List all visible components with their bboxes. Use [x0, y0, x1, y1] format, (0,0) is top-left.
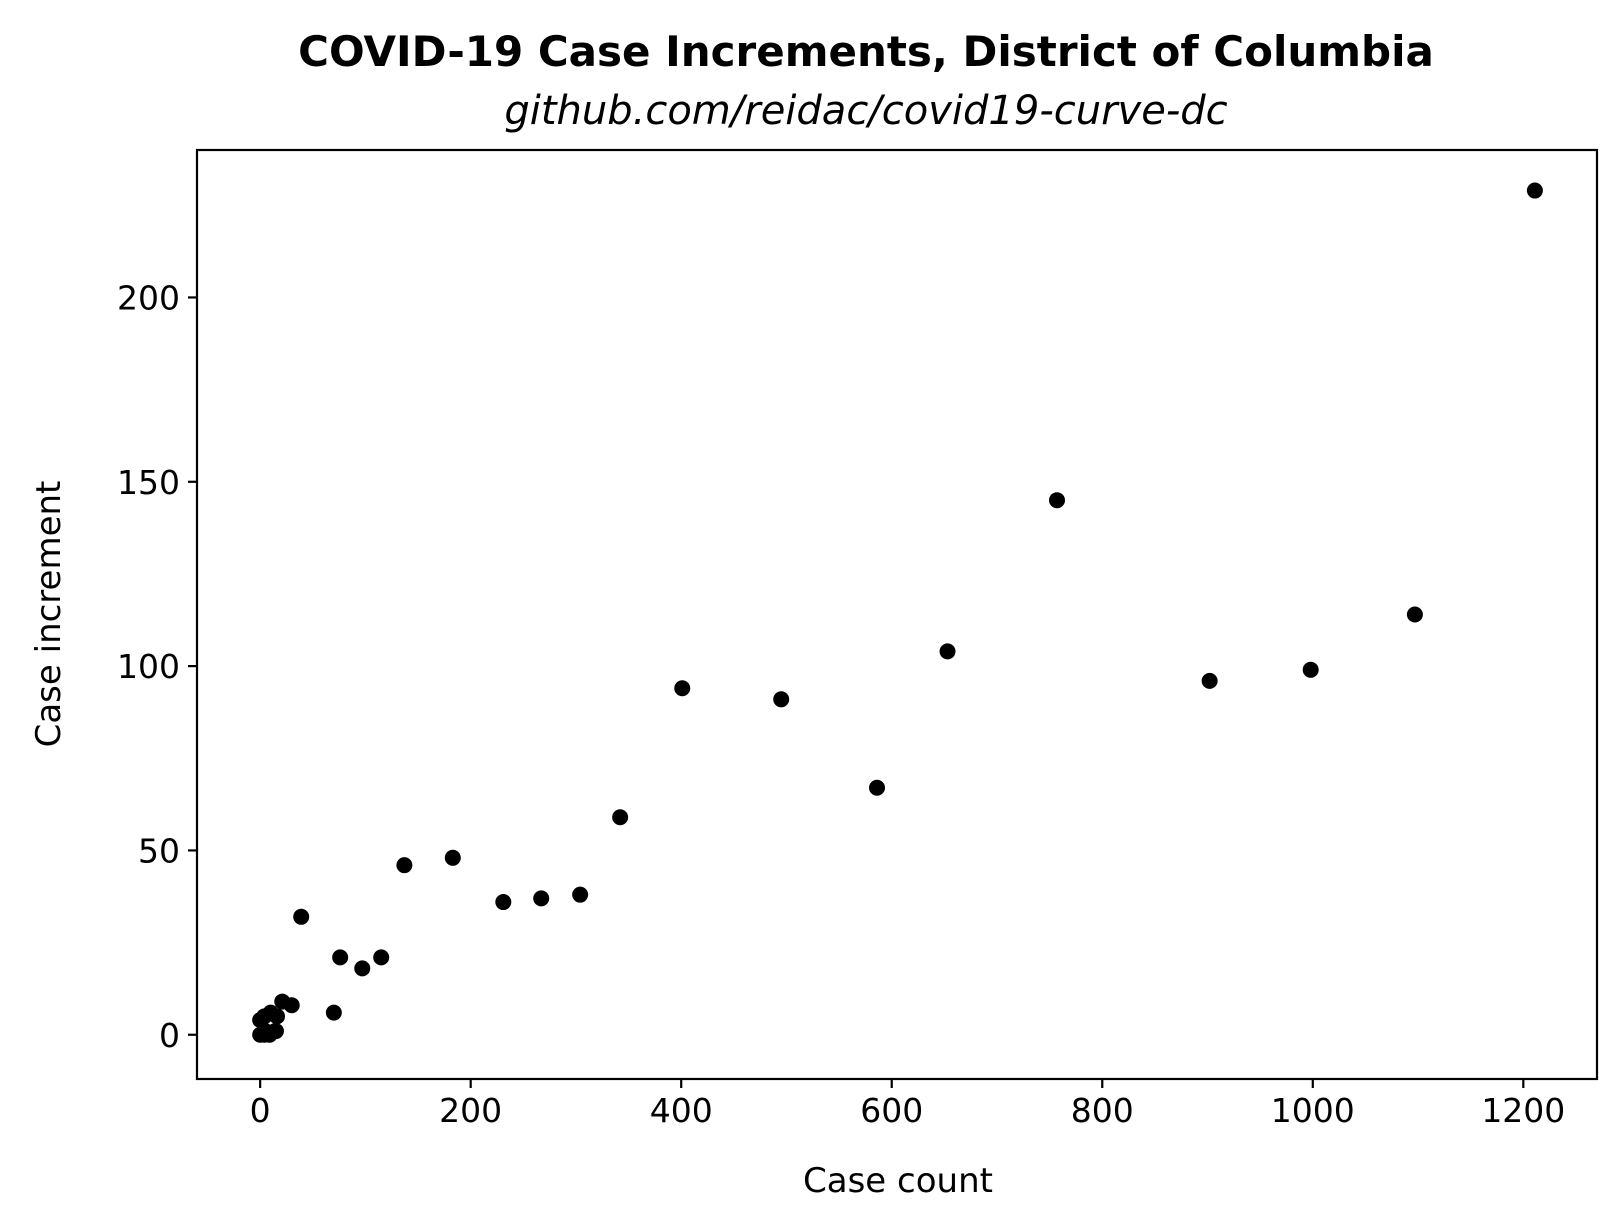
x-tick-label: 1000 [1271, 1091, 1355, 1130]
data-point [293, 908, 310, 925]
x-tick-label: 0 [250, 1091, 271, 1130]
data-point [283, 997, 300, 1014]
x-tick-label: 800 [1071, 1091, 1134, 1130]
data-point [396, 857, 413, 874]
y-tick-label: 100 [117, 647, 180, 686]
x-tick-label: 400 [650, 1091, 713, 1130]
y-tick-label: 50 [138, 831, 180, 870]
chart-subtitle: github.com/reidac/covid19-curve-dc [504, 88, 1227, 134]
plot-frame [195, 148, 1599, 1081]
data-point [269, 1008, 285, 1025]
data-point [325, 1004, 342, 1021]
y-tick-label: 0 [159, 1016, 180, 1055]
y-tick-label: 150 [117, 463, 180, 502]
data-point [869, 779, 885, 796]
data-point [1526, 182, 1543, 199]
data-point [444, 849, 461, 866]
data-point [267, 1023, 284, 1040]
data-point [773, 691, 790, 708]
data-point [332, 949, 349, 966]
data-point [939, 643, 956, 660]
data-point [495, 894, 512, 911]
data-points [252, 182, 1543, 1043]
x-tick-label: 1200 [1481, 1091, 1565, 1130]
data-point [1302, 661, 1319, 678]
y-axis-label: Case increment [29, 481, 69, 748]
data-point [354, 960, 371, 977]
data-point [674, 680, 691, 697]
x-tick-label: 200 [439, 1091, 502, 1130]
y-tick-label: 200 [117, 278, 180, 317]
data-point [1406, 606, 1423, 623]
x-tick-label: 600 [860, 1091, 923, 1130]
data-point [1049, 492, 1065, 509]
data-point [373, 949, 390, 966]
chart-title: COVID-19 Case Increments, District of Co… [298, 27, 1434, 76]
x-axis-label: Case count [803, 1161, 993, 1201]
y-axis: 0 50 100 150 200 [117, 278, 197, 1055]
data-point [1201, 672, 1218, 689]
x-axis: 0 200 400 600 800 1000 1200 [250, 1079, 1565, 1130]
data-point [533, 890, 550, 907]
data-point [572, 886, 589, 903]
data-point [612, 809, 629, 826]
